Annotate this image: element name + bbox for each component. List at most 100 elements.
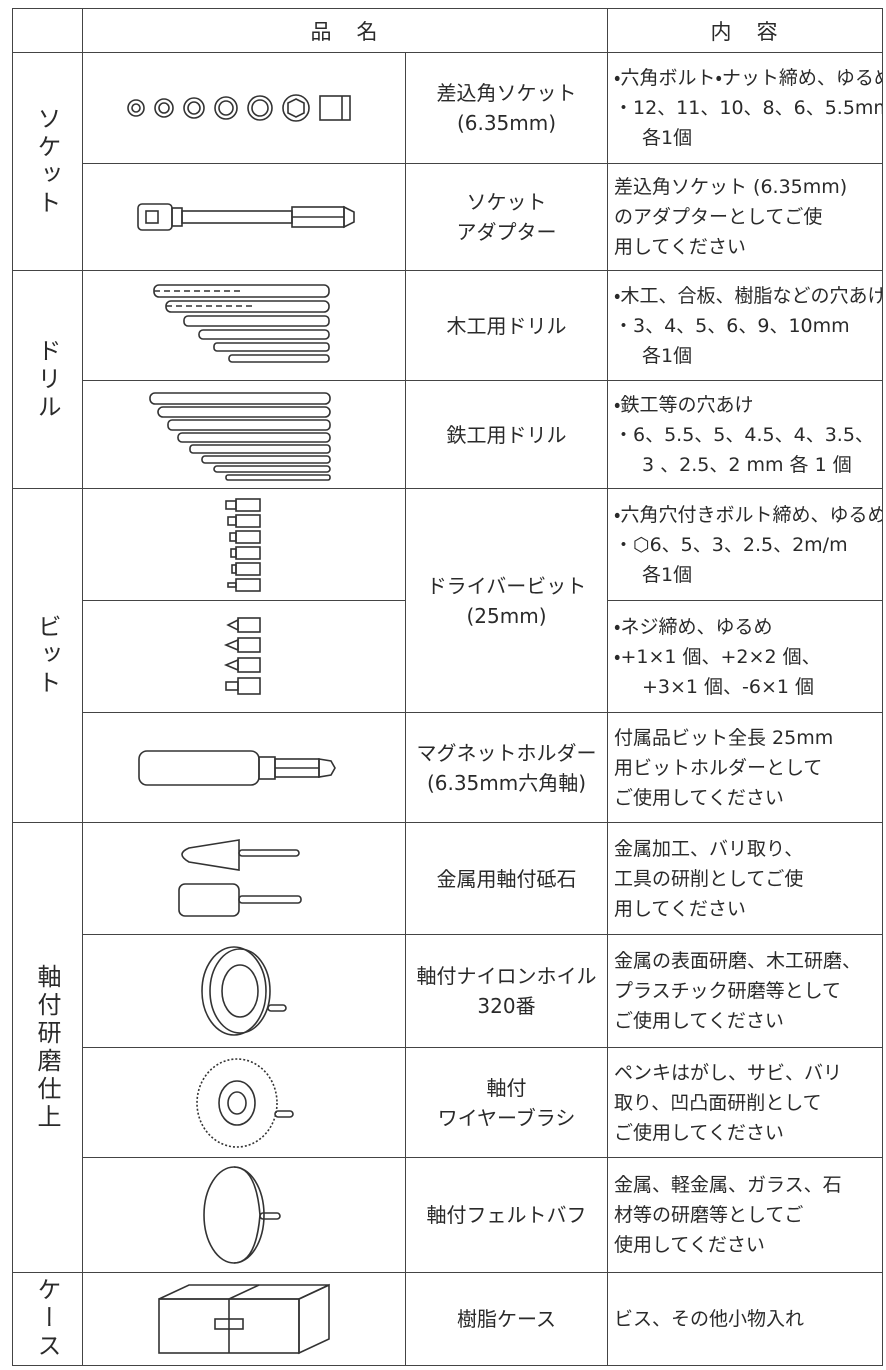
name-line: 金属用軸付砥石: [436, 866, 577, 891]
holder-icon: [138, 749, 336, 786]
content-line: ご使用してください: [614, 1121, 784, 1144]
group-label: 軸付研磨仕上: [33, 963, 61, 1132]
content-line: ご使用してください: [614, 786, 784, 809]
group-label-cell: ケース: [12, 1272, 83, 1366]
item-name: 鉄工用ドリル: [405, 380, 608, 489]
group-label-cell: ソケット: [12, 52, 83, 271]
content-line: 3 、2.5、2 mm 各 1 個: [642, 453, 852, 476]
wood-drill-icon: [153, 283, 330, 363]
name-line: ワイヤーブラシ: [437, 1105, 576, 1130]
name-line: 木工用ドリル: [446, 313, 567, 338]
name-line: 軸付: [486, 1075, 527, 1100]
wire-brush-icon: [196, 1057, 294, 1148]
group-label-cell: 軸付研磨仕上: [12, 822, 83, 1273]
item-name: ドライバービット (25mm): [405, 488, 608, 713]
illustration: [82, 52, 406, 164]
adapter-icon: [137, 203, 355, 231]
illustration: [82, 712, 406, 823]
item-name: 軸付フェルトバフ: [405, 1157, 608, 1273]
stone-icon: [178, 838, 302, 917]
header-name: 品 名: [82, 8, 608, 53]
illustration: [82, 600, 406, 713]
content-line: のアダプターとしてご使: [614, 206, 823, 228]
content-line: 使用してください: [614, 1234, 765, 1256]
name-line: マグネットホルダー: [416, 740, 597, 765]
content-line: 金属の表面研磨、木工研磨、: [614, 950, 862, 972]
group-label-cell: ドリル: [12, 270, 83, 489]
item-name: マグネットホルダー (6.35mm六角軸): [405, 712, 608, 823]
item-name: 差込角ソケット (6.35mm): [405, 52, 608, 164]
name-line: 鉄工用ドリル: [446, 422, 567, 447]
content-line: ・+1×1 個、+2×2 個、: [614, 645, 821, 668]
item-content: ・六角穴付きボルト締め、ゆるめ ・⬡6、5、3、2.5、2m/m 各1個: [607, 488, 883, 601]
content-line: ・木工、合板、樹脂などの穴あけ: [614, 284, 883, 307]
name-line: ドライバービット: [426, 573, 587, 598]
content-line: ビス、その他小物入れ: [614, 1308, 805, 1330]
content-line: ・鉄工等の穴あけ: [614, 393, 754, 416]
name-line: (6.35mm六角軸): [426, 770, 587, 795]
group-label: ドリル: [33, 337, 61, 422]
content-line: ・六角ボルト・ナット締め、ゆるめ: [614, 67, 883, 89]
name-line: 樹脂ケース: [457, 1307, 556, 1331]
content-line: ・⬡6、5、3、2.5、2m/m: [614, 533, 848, 556]
content-line: ・12、11、10、8、6、5.5mm: [614, 97, 883, 119]
felt-buff-icon: [203, 1166, 281, 1264]
group-label-cell: ビット: [12, 488, 83, 823]
item-name: 軸付 ワイヤーブラシ: [405, 1047, 608, 1158]
hex-bit-icon: [225, 497, 261, 592]
item-content: 金属の表面研磨、木工研磨、 プラスチック研磨等として ご使用してください: [607, 934, 883, 1048]
content-line: 各1個: [642, 127, 693, 149]
group-label: ビット: [33, 613, 61, 698]
item-content: ・木工、合板、樹脂などの穴あけ ・3、4、5、6、9、10mm 各1個: [607, 270, 883, 381]
illustration: [82, 1047, 406, 1158]
content-line: 金属加工、バリ取り、: [614, 837, 804, 860]
name-line: ソケット: [466, 190, 547, 214]
content-line: 金属、軽金属、ガラス、石: [614, 1174, 842, 1196]
content-line: ・六角穴付きボルト締め、ゆるめ: [614, 503, 883, 526]
content-line: ご使用してください: [614, 1010, 784, 1032]
name-line: 軸付フェルトバフ: [426, 1203, 587, 1227]
screw-bit-icon: [223, 616, 261, 695]
case-icon: [158, 1283, 330, 1355]
item-name: ソケット アダプター: [405, 163, 608, 271]
name-line: 320番: [477, 994, 536, 1018]
name-line: (6.35mm): [456, 111, 557, 135]
content-line: ・6、5.5、5、4.5、4、3.5、: [614, 423, 874, 446]
content-line: ペンキはがし、サビ、バリ: [614, 1061, 843, 1084]
item-name: 木工用ドリル: [405, 270, 608, 381]
illustration: [82, 1272, 406, 1366]
item-content: ・ネジ締め、ゆるめ ・+1×1 個、+2×2 個、 +3×1 個、-6×1 個: [607, 600, 883, 713]
group-label: ケース: [33, 1277, 61, 1361]
illustration: [82, 1157, 406, 1273]
name-line: アダプター: [456, 220, 557, 244]
content-line: 差込角ソケット (6.35mm): [614, 176, 848, 198]
content-line: +3×1 個、-6×1 個: [642, 675, 815, 698]
parts-table: 品 名 内 容 ソケット 差込角ソケット (6.35mm) ・六角ボルト・ナット締…: [12, 8, 883, 1366]
group-label: ソケット: [33, 105, 61, 218]
content-line: 工具の研削としてご使: [614, 867, 804, 890]
item-content: ペンキはがし、サビ、バリ 取り、凹凸面研削として ご使用してください: [607, 1047, 883, 1158]
content-line: 付属品ビット全長 25mm: [614, 726, 834, 749]
illustration: [82, 163, 406, 271]
content-line: 用してください: [614, 897, 746, 920]
content-line: プラスチック研磨等として: [614, 980, 842, 1002]
content-line: 用してください: [614, 236, 746, 258]
name-line: 軸付ナイロンホイル: [416, 964, 597, 988]
illustration: [82, 270, 406, 381]
illustration: [82, 380, 406, 489]
item-content: ・鉄工等の穴あけ・6、5.5、5、4.5、4、3.5、 3 、2.5、2 mm 各…: [607, 380, 883, 489]
content-line: ・3、4、5、6、9、10mm: [614, 314, 850, 337]
item-content: 金属、軽金属、ガラス、石 材等の研磨等としてご 使用してください: [607, 1157, 883, 1273]
item-content: 金属加工、バリ取り、 工具の研削としてご使 用してください: [607, 822, 883, 935]
name-line: 差込角ソケット: [436, 81, 577, 105]
cell: [12, 8, 83, 53]
header-content: 内 容: [607, 8, 883, 53]
illustration: [82, 934, 406, 1048]
iron-drill-icon: [149, 391, 331, 481]
header-row: 品 名 内 容: [12, 8, 883, 53]
item-name: 樹脂ケース: [405, 1272, 608, 1366]
item-name: 軸付ナイロンホイル 320番: [405, 934, 608, 1048]
socket-icon: [127, 94, 351, 122]
content-line: 用ビットホルダーとして: [614, 756, 823, 779]
